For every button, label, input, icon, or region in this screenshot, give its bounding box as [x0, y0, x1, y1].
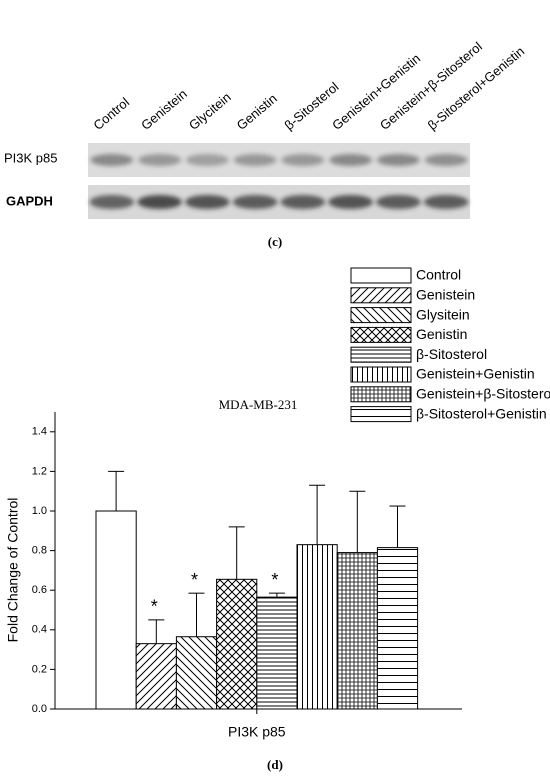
- y-tick-label: 0.6: [32, 584, 47, 596]
- lane-label: Genistein: [138, 86, 190, 133]
- y-tick-label: 0.8: [32, 545, 47, 557]
- blot-band: [233, 154, 277, 166]
- bar: [175, 636, 218, 710]
- x-tick-label: PI3K p85: [228, 724, 286, 740]
- legend-label: Genistein+β-Sitosterol: [416, 386, 550, 402]
- bar: [376, 547, 419, 710]
- legend-swatch: [350, 346, 412, 363]
- blot-band: [280, 195, 326, 209]
- lane-label: Control: [90, 94, 132, 132]
- blot-band: [185, 154, 229, 166]
- caption: (c): [268, 234, 282, 249]
- y-tick-label: 0.4: [32, 624, 47, 636]
- blot-row-label: PI3K p85: [4, 150, 58, 165]
- western-blot: PI3K p85 GAPDH (c) Control GenisteinGlyci…: [4, 39, 527, 249]
- bar: [95, 510, 137, 710]
- legend-label: Genistein+Genistin: [416, 366, 535, 382]
- bar: [135, 643, 177, 710]
- legend-swatch: [350, 307, 412, 324]
- legend-swatch: [350, 386, 412, 403]
- y-tick-label: 0.0: [32, 703, 47, 715]
- y-tick-label: 1.2: [32, 465, 47, 477]
- bar: [336, 552, 378, 710]
- lane-label: Glycitein: [186, 89, 234, 133]
- y-tick-label: 1.0: [32, 505, 47, 517]
- blot-row-label: GAPDH: [6, 193, 53, 208]
- legend-swatch: [350, 406, 412, 423]
- legend-label: β-Sitosterol+Genistin: [416, 405, 547, 421]
- blot-band: [329, 154, 373, 166]
- significance-marker: *: [191, 570, 198, 590]
- legend-label: Genistein: [416, 287, 475, 303]
- chart-title: MDA-MB-231: [219, 397, 298, 412]
- blot-band: [90, 154, 134, 166]
- blot-band: [423, 195, 469, 209]
- legend-label: Glysitein: [416, 306, 470, 322]
- legend-swatch: [350, 267, 412, 284]
- legend-swatch: [350, 366, 412, 383]
- caption: (d): [267, 757, 283, 772]
- significance-marker: *: [151, 597, 158, 617]
- blot-band: [89, 195, 135, 209]
- bar: [256, 596, 298, 710]
- lane-label: Genistein+Genistin: [329, 51, 423, 133]
- blot-band: [424, 154, 468, 166]
- significance-marker: *: [271, 570, 278, 590]
- blot-band: [138, 154, 182, 166]
- blot-band: [281, 154, 325, 166]
- lane-label: Genistin: [234, 91, 280, 133]
- bar: [296, 544, 338, 710]
- blot-band: [375, 195, 421, 209]
- blot-band: [137, 195, 183, 209]
- legend-swatch: [350, 287, 412, 304]
- legend-label: Genistin: [416, 326, 467, 342]
- legend-label: β-Sitosterol: [416, 346, 487, 362]
- y-tick-label: 0.2: [32, 663, 47, 675]
- bar: [216, 578, 258, 710]
- blot-band: [376, 154, 420, 166]
- y-tick-label: 1.4: [32, 426, 47, 438]
- legend-label: Control: [416, 267, 461, 283]
- bar-chart: MDA-MB-231 Fold Change of Control (d) 0.…: [5, 267, 550, 772]
- blot-band: [184, 195, 230, 209]
- blot-band: [232, 195, 278, 209]
- legend-swatch: [350, 326, 412, 343]
- y-axis-label: Fold Change of Control: [5, 498, 21, 643]
- blot-band: [328, 195, 374, 209]
